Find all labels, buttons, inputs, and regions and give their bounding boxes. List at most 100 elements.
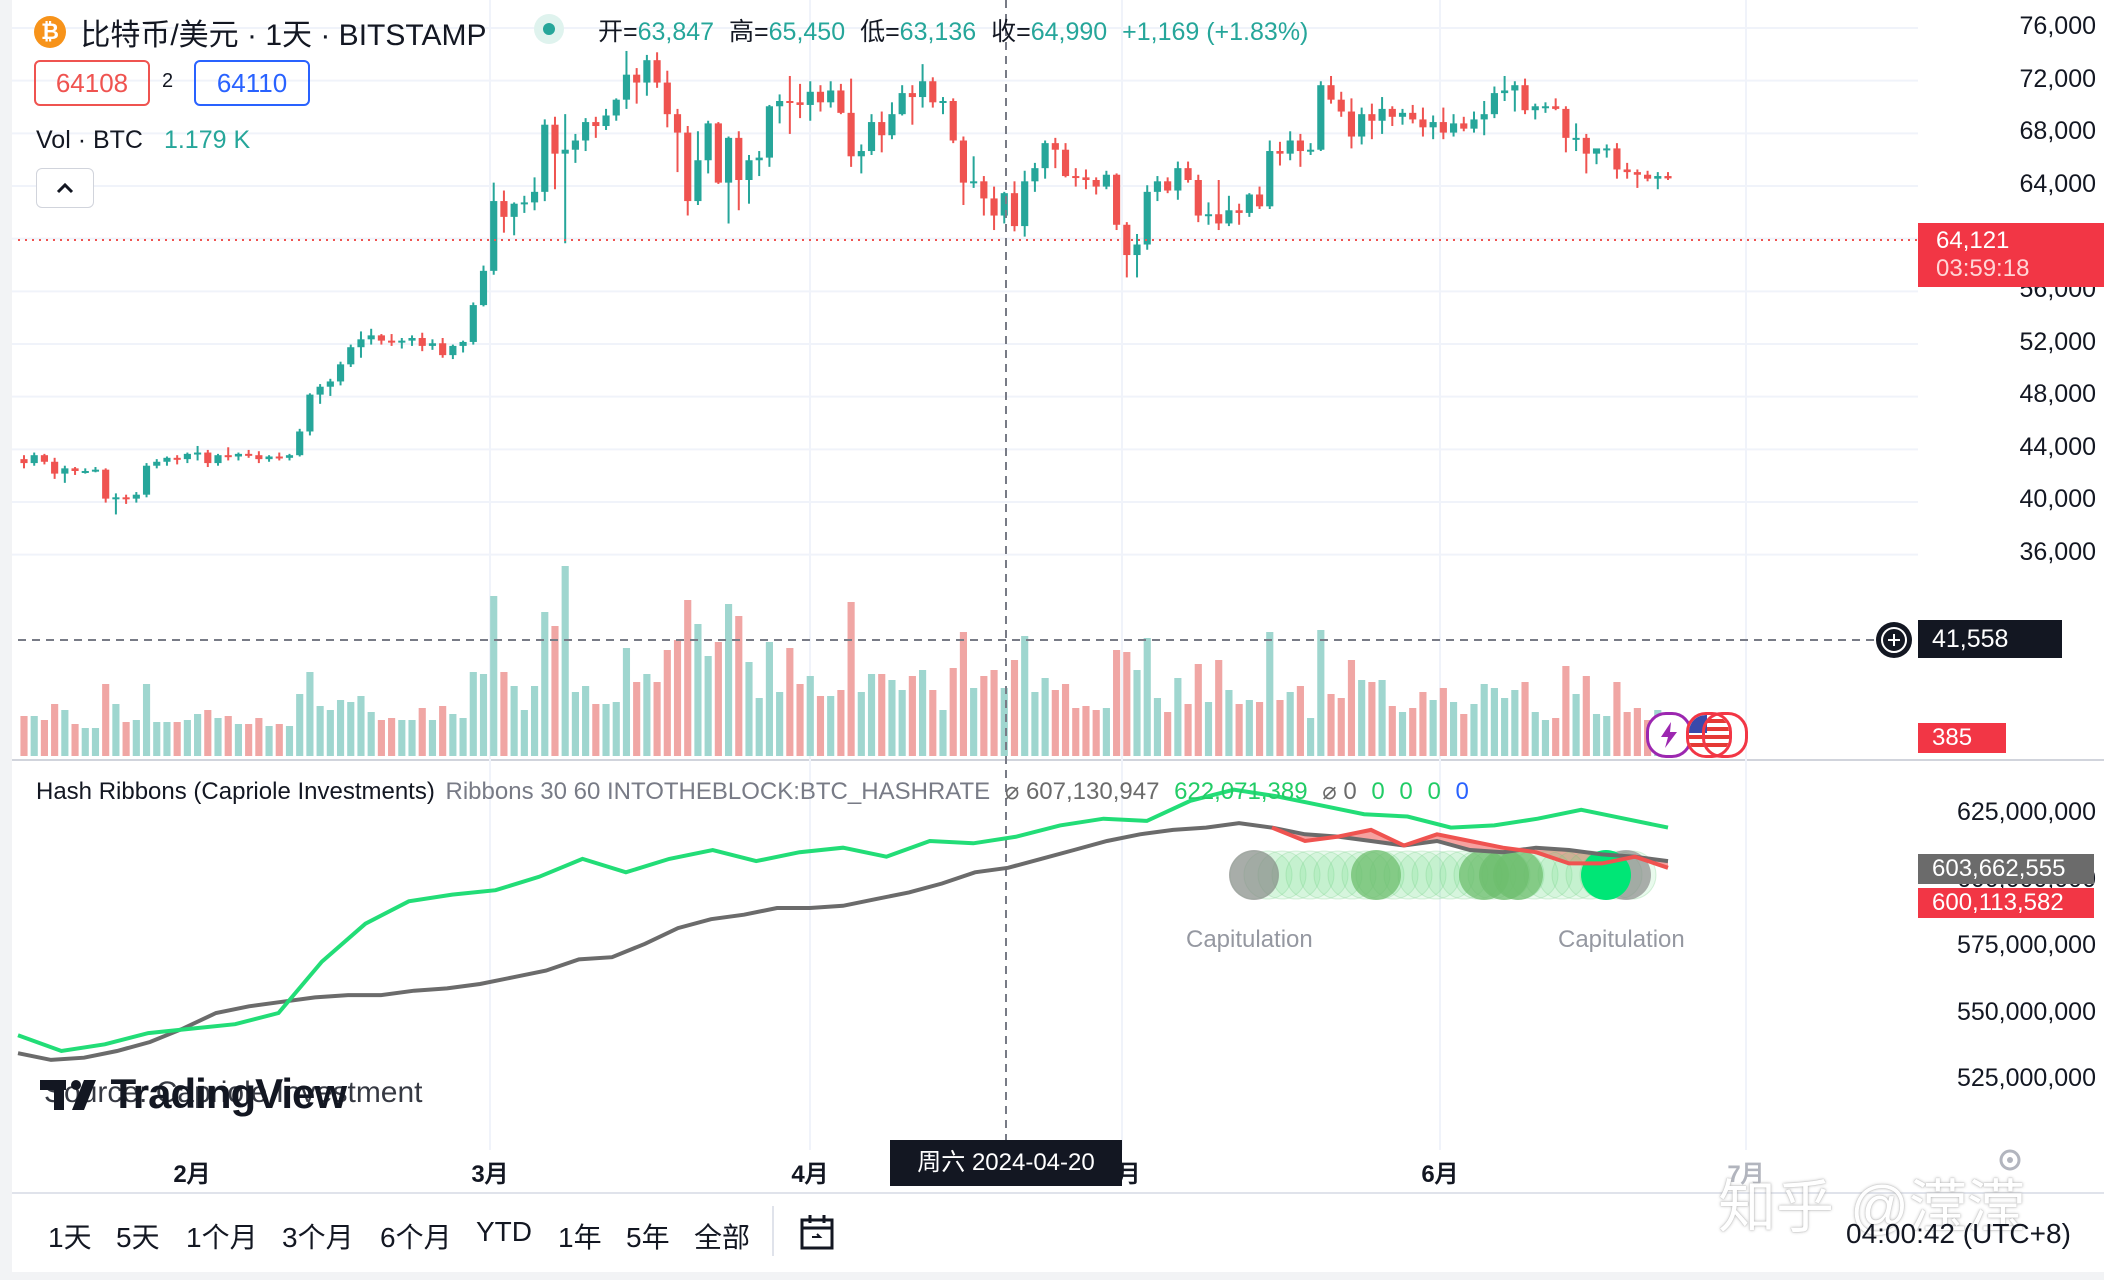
candle-body-65 (684, 132, 692, 202)
candle-body-161 (1664, 176, 1672, 179)
candle-body-54 (571, 140, 579, 150)
candle-body-10 (122, 497, 130, 500)
high-value: 65,450 (768, 18, 846, 46)
range-1y[interactable]: 1年 (558, 1222, 602, 1253)
volume-bar-143 (1480, 684, 1488, 756)
candle-body-91 (949, 101, 957, 141)
tradingview-logo[interactable]: TradingView (40, 1070, 347, 1122)
volume-bar-54 (571, 692, 579, 756)
lightning-event-icon[interactable] (1646, 712, 1692, 758)
volume-bar-22 (245, 724, 253, 756)
volume-bar-31 (336, 700, 345, 756)
signal-value-2: 0 (1371, 778, 1385, 805)
candle-body-72 (755, 157, 763, 161)
candle-body-8 (102, 469, 110, 499)
plus-circle-icon (1881, 627, 1907, 653)
range-all[interactable]: 全部 (694, 1222, 751, 1253)
volume-bar-149 (1541, 720, 1550, 756)
calendar-goto-icon (800, 1215, 834, 1250)
left-frame-edge (0, 0, 12, 1280)
candle-body-60 (633, 74, 641, 83)
volume-bar-93 (970, 688, 978, 756)
range-6m[interactable]: 6个月 (380, 1222, 452, 1253)
volume-bar-7 (91, 728, 100, 756)
settings-gear-icon[interactable] (1996, 1146, 2024, 1174)
clock-readout[interactable]: 04:00:42 (UTC+8) (1846, 1218, 2071, 1249)
candle-body-23 (255, 455, 263, 460)
candle-body-89 (929, 81, 937, 103)
candle-body-5 (71, 468, 79, 471)
us-flag-event-icon[interactable] (1686, 712, 1732, 758)
candle-body-29 (316, 386, 324, 395)
indicator-legend[interactable]: Hash Ribbons (Capriole Investments) Ribb… (36, 777, 1469, 806)
volume-bar-81 (847, 602, 855, 756)
candle-body-48 (510, 203, 518, 217)
signal-value-3: 0 (1399, 778, 1413, 805)
volume-bar-47 (500, 672, 508, 756)
volume-bar-61 (643, 674, 651, 756)
volume-bar-72 (755, 698, 763, 756)
candle-body-124 (1286, 140, 1294, 154)
close-value: 64,990 (1030, 18, 1108, 46)
volume-bar-156 (1613, 682, 1621, 756)
candle-body-31 (336, 364, 345, 382)
buy-button[interactable]: 64110 (194, 60, 310, 106)
candle-body-25 (275, 456, 283, 459)
signal-value-4: 0 (1427, 778, 1441, 805)
candle-body-59 (622, 74, 631, 100)
range-ytd[interactable]: YTD (476, 1216, 532, 1247)
volume-bar-113 (1174, 678, 1182, 756)
candle-body-140 (1449, 123, 1458, 133)
range-1d[interactable]: 1天 (48, 1222, 92, 1253)
candle-body-81 (847, 112, 855, 157)
volume-bar-133 (1378, 680, 1386, 756)
volume-bar-17 (194, 714, 202, 756)
candle-body-28 (306, 394, 314, 432)
candle-body-107 (1113, 174, 1121, 225)
volume-bar-25 (275, 724, 283, 756)
range-5d[interactable]: 5天 (116, 1222, 160, 1253)
volume-bar-90 (939, 710, 947, 756)
range-5y[interactable]: 5年 (626, 1222, 670, 1253)
volume-bar-2 (40, 720, 48, 756)
candle-body-52 (551, 124, 559, 154)
candle-body-110 (1143, 191, 1151, 245)
candle-body-43 (459, 341, 467, 346)
symbol-header[interactable]: ₿ 比特币/美元 · 1天 · BITSTAMP (34, 10, 486, 54)
volume-bar-107 (1113, 650, 1121, 756)
go-to-date-button[interactable] (798, 1212, 838, 1252)
toolbar-divider (772, 1206, 774, 1256)
volume-bar-40 (428, 720, 437, 756)
volume-legend: Vol · BTC 1.179 K (36, 126, 250, 155)
candle-body-99 (1031, 168, 1039, 182)
volume-bar-142 (1470, 704, 1478, 756)
candle-body-151 (1562, 108, 1570, 138)
candle-body-4 (61, 468, 69, 474)
range-1m[interactable]: 1个月 (186, 1222, 258, 1253)
bar-countdown: 03:59:18 (1936, 255, 2030, 282)
candle-body-76 (796, 102, 804, 105)
sell-button[interactable]: 64108 (34, 60, 150, 106)
price-tick-0: 76,000 (2019, 12, 2096, 40)
candle-body-17 (194, 452, 202, 455)
candle-body-156 (1613, 148, 1621, 170)
volume-bar-20 (224, 716, 232, 756)
candle-body-150 (1552, 106, 1560, 109)
candle-body-0 (20, 459, 28, 464)
volume-bar-110 (1143, 638, 1151, 756)
candle-body-34 (367, 335, 375, 340)
last-price-tag: 64,121 03:59:18 (1918, 223, 2104, 287)
volume-bar-59 (622, 648, 631, 756)
candle-body-97 (1010, 193, 1019, 227)
price-tick-10: 36,000 (2019, 538, 2096, 566)
range-3m[interactable]: 3个月 (282, 1222, 354, 1253)
price-tick-6: 52,000 (2019, 327, 2096, 356)
crosshair-date-tag: 周六 2024-04-20 (890, 1140, 1122, 1186)
candle-body-87 (908, 93, 916, 98)
add-alert-button[interactable] (1876, 622, 1912, 658)
candle-body-36 (388, 340, 396, 343)
fast-ribbon-tag: 600,113,582 (1918, 888, 2094, 918)
candle-body-32 (347, 347, 355, 365)
collapse-legend-button[interactable] (36, 168, 94, 208)
